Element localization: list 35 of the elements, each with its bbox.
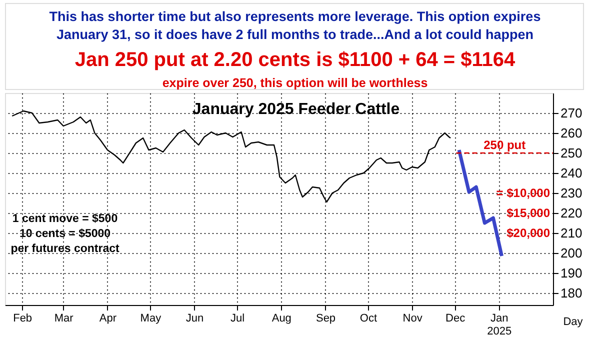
y-tick-label: 190 [560, 266, 582, 280]
y-tick-label: 220 [560, 206, 582, 220]
annotation: per futures contract [10, 243, 120, 255]
annotation: $20,000 [506, 226, 550, 240]
y-tick-label: 210 [560, 226, 582, 240]
text: expire over 250, this option will be worthless [162, 76, 428, 90]
x-tick-label: Nov [402, 312, 423, 324]
x-tick-label: Sep [316, 312, 336, 324]
x-tick-label: Mar [54, 312, 74, 324]
y-tick-label: 240 [560, 166, 582, 180]
y-tick-label: 250 [560, 146, 582, 160]
y-tick-label: 230 [560, 186, 582, 200]
line-series [457, 148, 504, 258]
x-tick-label: Dec [446, 312, 466, 324]
y-tick-label: 260 [560, 126, 582, 140]
text: This has shorter time but also represents more leverage. This option expires [49, 9, 541, 24]
x-tick-label: Oct [360, 312, 378, 324]
x-tick-label: Jan 2025 [487, 312, 512, 338]
x-tick-label: May [140, 312, 162, 324]
text: Day [563, 316, 584, 328]
y-tick-label: 270 [560, 106, 582, 120]
x-tick-label: Jun [186, 312, 204, 324]
text: Jan 250 put at 2.20 cents is $1100 + 64 = $1164 [74, 49, 516, 71]
x-tick-label: Feb [13, 312, 32, 324]
annotation: = $10,000 [496, 186, 550, 200]
annotation: $15,000 [506, 206, 550, 220]
y-tick-label: 180 [560, 286, 582, 300]
annotation: 1 cent move = $500 [12, 213, 118, 225]
ref-line-label: 250 put [484, 138, 526, 152]
y-tick-label: 200 [560, 246, 582, 260]
x-tick-label: Aug [272, 312, 292, 324]
text: January 31, so it does have 2 full months to trade...And a lot could happen [56, 27, 534, 42]
text: January 2025 Feeder Cattle [192, 101, 400, 118]
x-tick-label: Jul [230, 312, 245, 324]
x-tick-label: Apr [99, 312, 117, 324]
